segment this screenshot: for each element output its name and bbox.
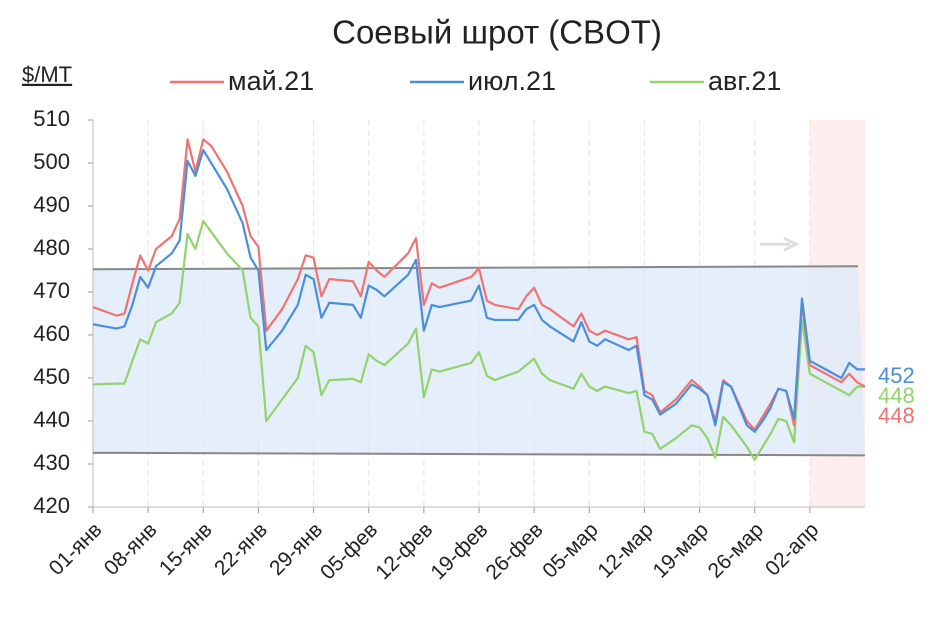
end-label: 452 xyxy=(878,363,915,388)
x-tick-label: 22-янв xyxy=(210,518,272,580)
legend-label: авг.21 xyxy=(708,66,781,96)
x-tick-label: 12-мар xyxy=(593,518,657,582)
channel-upper xyxy=(92,265,859,271)
x-tick-label: 05-фев xyxy=(316,518,382,584)
series-line xyxy=(92,149,865,433)
y-tick-label: 490 xyxy=(33,192,70,217)
x-tick-label: 12-фев xyxy=(371,518,437,584)
y-tick-label: 450 xyxy=(33,364,70,389)
series-line xyxy=(92,138,866,431)
end-label: 448 xyxy=(878,403,915,428)
y-tick-label: 470 xyxy=(33,278,70,303)
x-tick-label: 15-янв xyxy=(155,518,217,580)
y-tick-label: 430 xyxy=(33,450,70,475)
series-line xyxy=(92,219,865,461)
end-label: 448 xyxy=(878,383,915,408)
legend-label: май.21 xyxy=(228,66,314,96)
channel-lower xyxy=(92,451,866,457)
x-tick-label: 05-мар xyxy=(538,518,602,582)
y-tick-label: 480 xyxy=(33,235,70,260)
x-tick-label: 19-мар xyxy=(649,518,713,582)
arrow xyxy=(760,236,800,252)
x-tick-label: 01-янв xyxy=(45,518,107,580)
y-tick-label: 440 xyxy=(33,407,70,432)
legend-label: июл.21 xyxy=(468,66,556,96)
x-tick-label: 26-фев xyxy=(482,518,548,584)
y-tick-label: 420 xyxy=(33,493,70,518)
chart-title: Соевый шрот (CBOT) xyxy=(332,14,662,51)
x-tick-label: 08-янв xyxy=(100,518,162,580)
x-tick-label: 19-фев xyxy=(426,518,492,584)
x-tick-label: 02-апр xyxy=(761,518,823,580)
y-tick-label: 510 xyxy=(33,106,70,131)
x-tick-label: 26-мар xyxy=(704,518,768,582)
y-tick-label: 500 xyxy=(33,149,70,174)
y-tick-label: 460 xyxy=(33,321,70,346)
y-axis-label: $/MT xyxy=(22,62,72,87)
